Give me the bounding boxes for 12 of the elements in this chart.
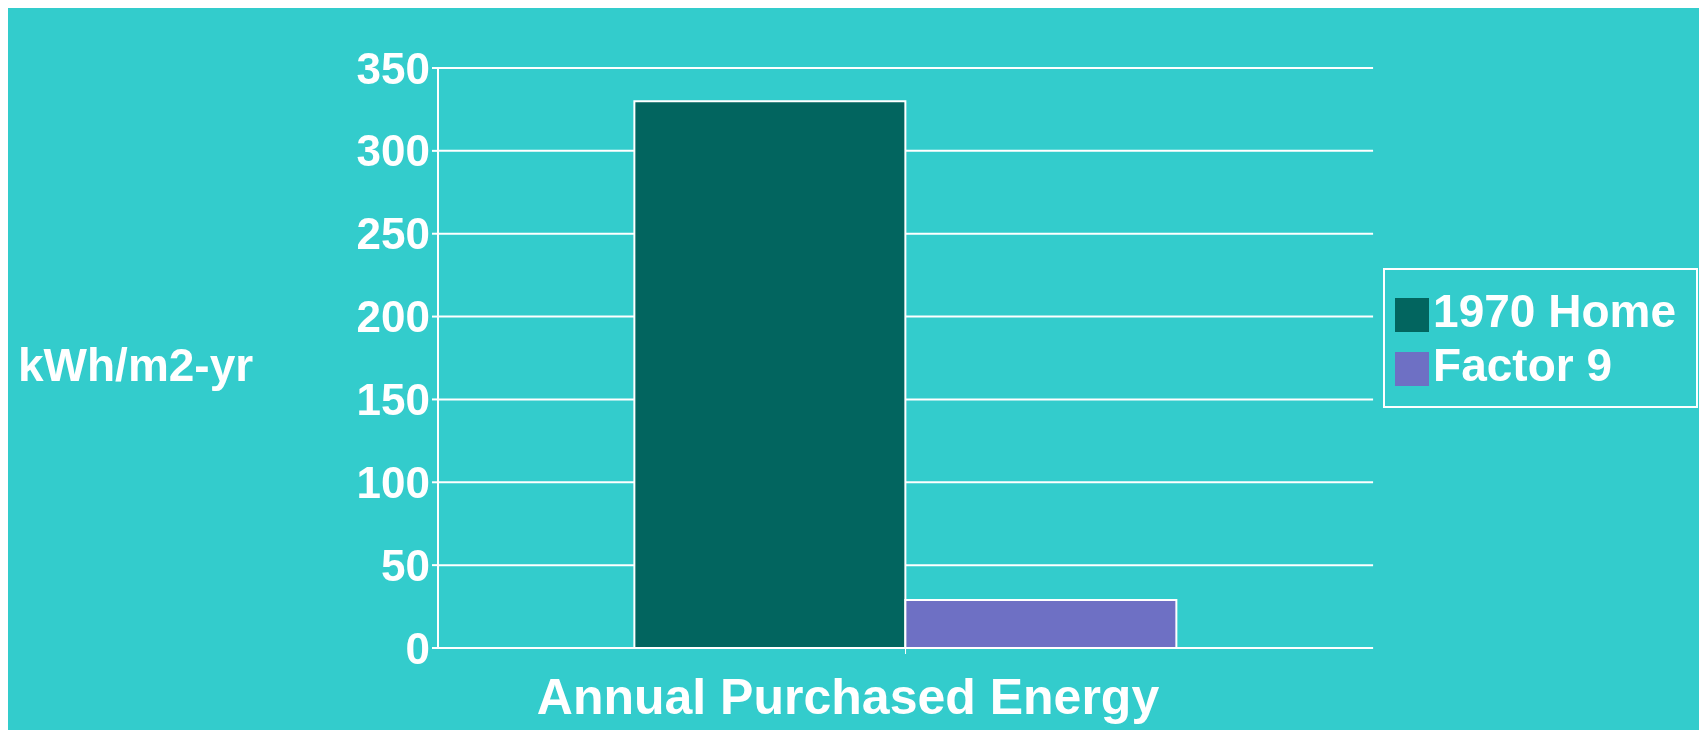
y-tick-label: 200	[356, 292, 430, 342]
y-tick-label: 250	[356, 209, 430, 259]
y-tick-label: 100	[356, 457, 430, 507]
y-tick-label: 50	[381, 540, 430, 590]
y-tick-label: 350	[356, 43, 430, 93]
legend-label: 1970 Home	[1433, 285, 1676, 337]
y-tick-label: 300	[356, 126, 430, 176]
y-tick-label: 150	[356, 375, 430, 425]
x-axis-title: Annual Purchased Energy	[536, 669, 1160, 725]
y-axis-title: kWh/m2-yr	[18, 338, 254, 392]
y-tick-label: 0	[405, 623, 430, 673]
legend-label: Factor 9	[1433, 339, 1613, 391]
